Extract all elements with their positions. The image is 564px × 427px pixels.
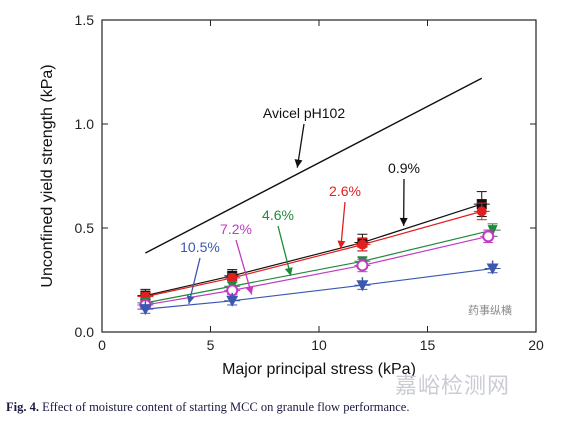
annotation-layer: Avicel pH102 0.9% 2.6% 4.6% 7.2%10.5% [180,105,420,305]
y-tick-label: 0.0 [75,324,95,340]
y-tick-label: 1.0 [75,116,95,132]
x-tick-label: 0 [98,337,106,353]
series-line [145,210,482,298]
annotation-arrowhead [245,285,254,295]
annotation-arrowhead [294,159,303,168]
annotation-arrowhead [186,295,195,304]
series-line [145,267,493,310]
series-10-5- [137,260,501,316]
plot-frame [101,19,537,333]
y-tick-label: 1.5 [75,12,95,28]
figure-caption: Fig. 4. Effect of moisture content of st… [6,400,409,415]
annotation-arrowhead [399,217,408,226]
annotation-label: 2.6% [329,183,361,199]
data-point [357,239,368,250]
y-axis-title: Unconfined yield strength (kPa) [39,64,56,287]
annotation-label: Avicel pH102 [263,105,345,121]
x-tick-label: 15 [420,337,436,353]
x-axis-title: Major principal stress (kPa) [222,361,416,378]
annotation-label: 4.6% [262,207,294,223]
data-point [482,230,495,243]
annotation-arrow [235,239,253,295]
x-tick-label: 20 [528,337,544,353]
watermark: 嘉峪检测网 [395,374,511,399]
annotation-label: 10.5% [180,239,220,255]
series-4-6- [137,223,501,309]
annotation-arrow [277,225,292,277]
axis-ticks: 0 5 10 15 20 0.0 0.5 1.0 1.5 [75,12,544,353]
annotation-arrowhead [284,267,293,276]
chart: 0 5 10 15 20 0.0 0.5 1.0 1.5 Avicel pH102 0.9% 2.6… [39,12,544,378]
data-point [356,259,369,272]
x-tick-label: 10 [311,337,327,353]
series-line [145,203,482,297]
series-line [145,77,483,254]
series-layer [137,77,501,316]
data-point [476,206,487,217]
annotation-label: 7.2% [220,221,252,237]
series-avicel-ph102 [145,77,483,254]
caption-text: Effect of moisture content of starting M… [42,400,410,414]
x-tick-label: 5 [207,337,215,353]
data-point [227,272,238,283]
series-line [145,229,493,304]
annotation-label: 0.9% [388,160,420,176]
watermark-account: 药事纵横 [468,304,512,317]
caption-label: Fig. 4. [6,400,39,414]
y-tick-label: 0.5 [75,220,95,236]
annotation-arrowhead [337,240,346,249]
